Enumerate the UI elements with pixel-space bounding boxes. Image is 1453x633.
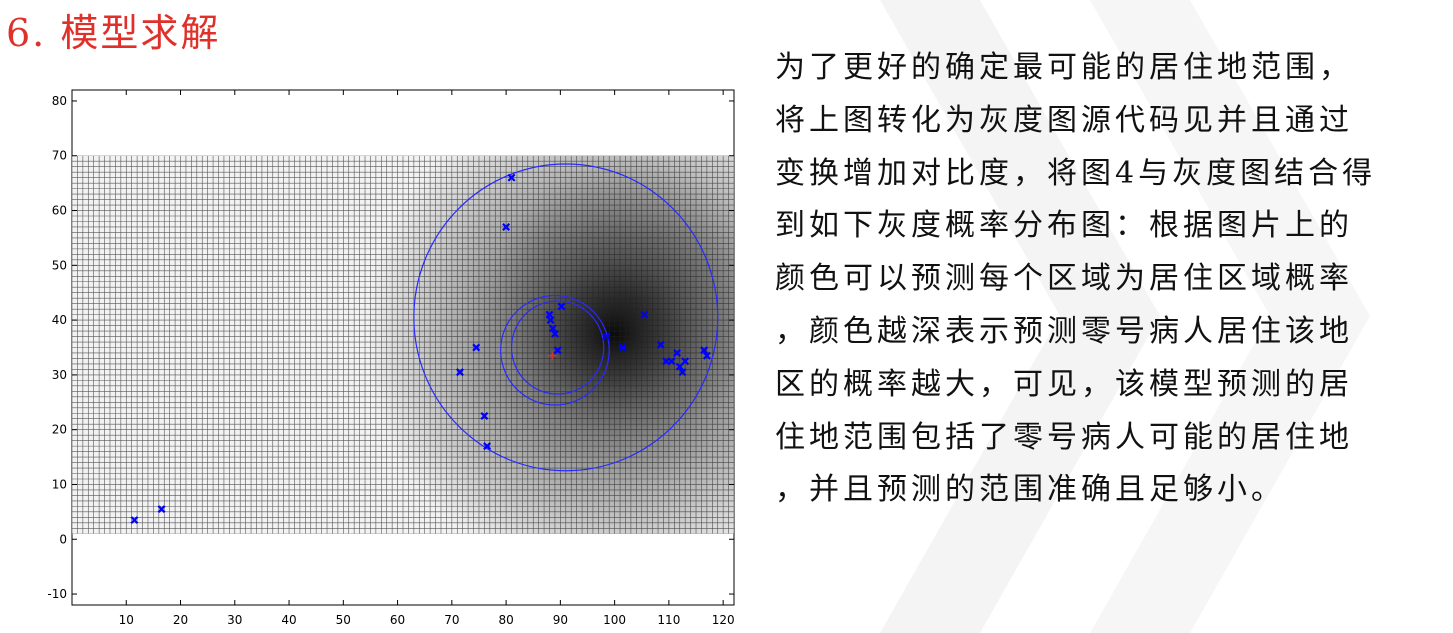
case-point-24 [681, 357, 690, 366]
case-point-16 [618, 343, 627, 352]
x-tick-label: 40 [281, 613, 296, 627]
y-tick-label: 20 [52, 423, 67, 437]
case-point-14 [557, 302, 566, 311]
x-tick-label: 50 [336, 613, 351, 627]
boundary-circle-3 [510, 300, 605, 395]
plot-svg: 10 20 30 40 50 60 70 80 90 100 110 120 -10 0 10 20 30 40 5… [47, 89, 735, 627]
case-point-22 [675, 362, 684, 371]
grid-mesh [72, 155, 734, 534]
x-tick-label: 120 [712, 613, 735, 627]
x-tick-label: 20 [173, 613, 188, 627]
case-point-18 [656, 340, 665, 349]
y-tick-label: 70 [52, 149, 67, 163]
case-point-8 [507, 173, 516, 182]
x-tick-label: 110 [657, 613, 680, 627]
boundary-circle-1 [413, 163, 719, 472]
x-tick-label: 70 [444, 613, 459, 627]
case-point-1 [130, 516, 139, 525]
case-point-15 [602, 332, 611, 341]
y-tick-label: 60 [52, 204, 67, 218]
axis-ticks: 10 20 30 40 50 60 70 80 90 100 110 120 -10 0 10 20 30 40 5… [47, 90, 735, 627]
case-point-13 [553, 346, 562, 355]
boundary-circles [413, 163, 719, 472]
case-point-23 [678, 368, 687, 377]
description-line-6: ，颜色越深表示预测零号病人居住该地 [775, 313, 1353, 349]
description-line-7: 区的概率越大，可见，该模型预测的居 [775, 366, 1353, 402]
y-tick-label: 40 [52, 313, 67, 327]
case-point-5 [480, 412, 489, 420]
slide-title: 6. 模型求解 [6, 11, 221, 55]
case-point-17 [640, 310, 649, 319]
center-marker-1 [547, 351, 557, 361]
description-line-2: 将上图转化为灰度图源代码见并且通过 [775, 102, 1353, 138]
case-point-6 [483, 442, 492, 451]
case-point-26 [702, 351, 711, 360]
x-tick-label: 30 [227, 613, 242, 627]
case-point-4 [472, 343, 481, 352]
boundary-circle-2 [500, 294, 610, 406]
case-point-3 [455, 368, 464, 377]
grid-lines [72, 155, 734, 534]
probability-scatter-plot: 10 20 30 40 50 60 70 80 90 100 110 120 -10 0 10 20 30 40 5… [30, 80, 760, 633]
description-line-9: ，并且预测的范围准确且足够小。 [775, 472, 1285, 508]
y-tick-label: 10 [52, 477, 67, 491]
case-point-25 [700, 346, 709, 355]
case-point-7 [502, 222, 511, 231]
x-tick-label: 80 [498, 613, 513, 627]
case-point-10 [546, 316, 555, 325]
case-point-9 [545, 310, 554, 319]
case-point-12 [550, 329, 559, 338]
description-text: 为了更好的确定最可能的居住地范围， 将上图转化为灰度图源代码见并且通过 变换增加… [775, 42, 1445, 517]
y-tick-label: 30 [52, 368, 67, 382]
description-line-8: 住地范围包括了零号病人可能的居住地 [775, 419, 1353, 455]
case-point-20 [667, 357, 676, 366]
y-tick-label: 80 [52, 94, 67, 108]
x-tick-label: 90 [553, 613, 568, 627]
data-points [130, 173, 711, 525]
description-line-3: 变换增加对比度，将图4与灰度图结合得 [775, 155, 1377, 191]
case-point-2 [157, 505, 166, 514]
y-tick-label: -10 [47, 587, 67, 601]
y-tick-label: 50 [52, 258, 67, 272]
x-tick-label: 100 [603, 613, 626, 627]
x-tick-label: 60 [390, 613, 405, 627]
x-tick-label: 10 [119, 613, 134, 627]
case-point-21 [673, 349, 682, 357]
case-point-11 [548, 324, 557, 333]
description-line-4: 到如下灰度概率分布图：根据图片上的 [775, 208, 1353, 244]
description-line-1: 为了更好的确定最可能的居住地范围， [775, 50, 1353, 85]
description-line-5: 颜色可以预测每个区域为居住区域概率 [775, 261, 1353, 297]
y-tick-label: 0 [59, 532, 67, 546]
